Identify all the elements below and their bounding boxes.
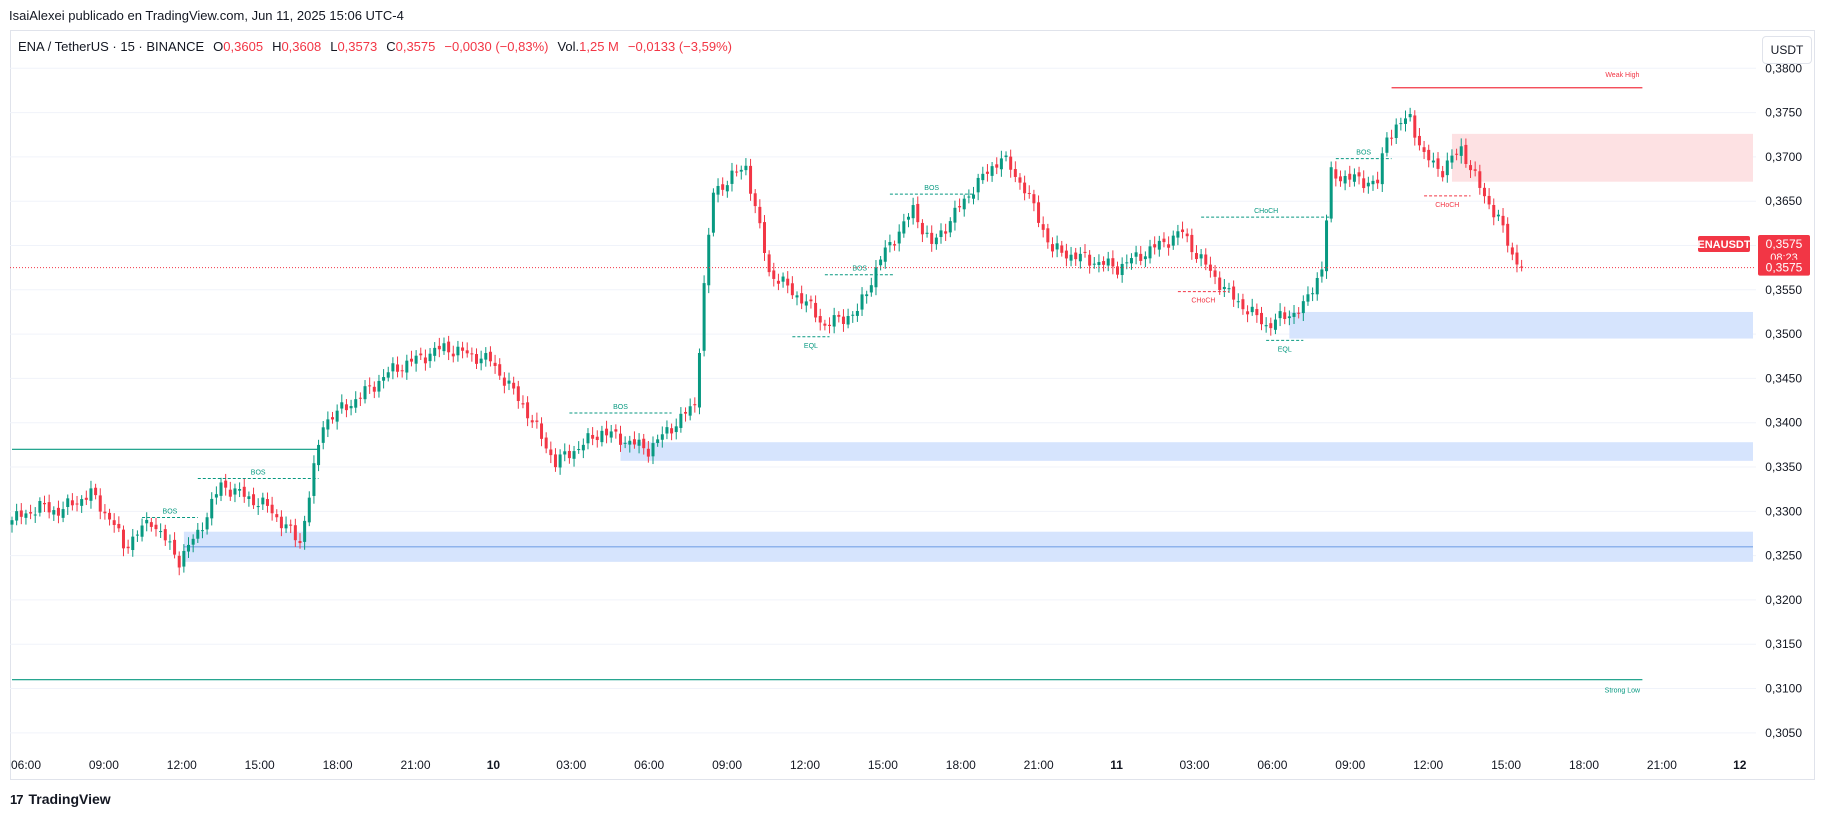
chart-frame: [10, 30, 1815, 780]
open-label: O: [213, 39, 224, 54]
high-label: H: [272, 39, 282, 54]
tradingview-brand: TradingView: [28, 791, 111, 807]
low-value: 0,3573: [337, 39, 378, 54]
close-value: 0,3575: [395, 39, 436, 54]
low-label: L: [330, 39, 338, 54]
volume-change: −0,0133 (−3,59%): [627, 39, 732, 54]
tradingview-footer: 17 TradingView: [10, 791, 111, 807]
publish-credit: IsaiAlexei publicado en TradingView.com,…: [9, 8, 404, 23]
close-label: C: [386, 39, 396, 54]
currency-button[interactable]: USDT: [1762, 36, 1812, 64]
volume-value: 1,25 M: [579, 39, 619, 54]
tradingview-logo-icon: 17: [10, 791, 24, 807]
volume-label: Vol.: [557, 39, 580, 54]
change-value: −0,0030 (−0,83%): [444, 39, 549, 54]
open-value: 0,3605: [223, 39, 264, 54]
high-value: 0,3608: [281, 39, 322, 54]
symbol-label[interactable]: ENA / TetherUS · 15 · BINANCE: [18, 39, 205, 54]
